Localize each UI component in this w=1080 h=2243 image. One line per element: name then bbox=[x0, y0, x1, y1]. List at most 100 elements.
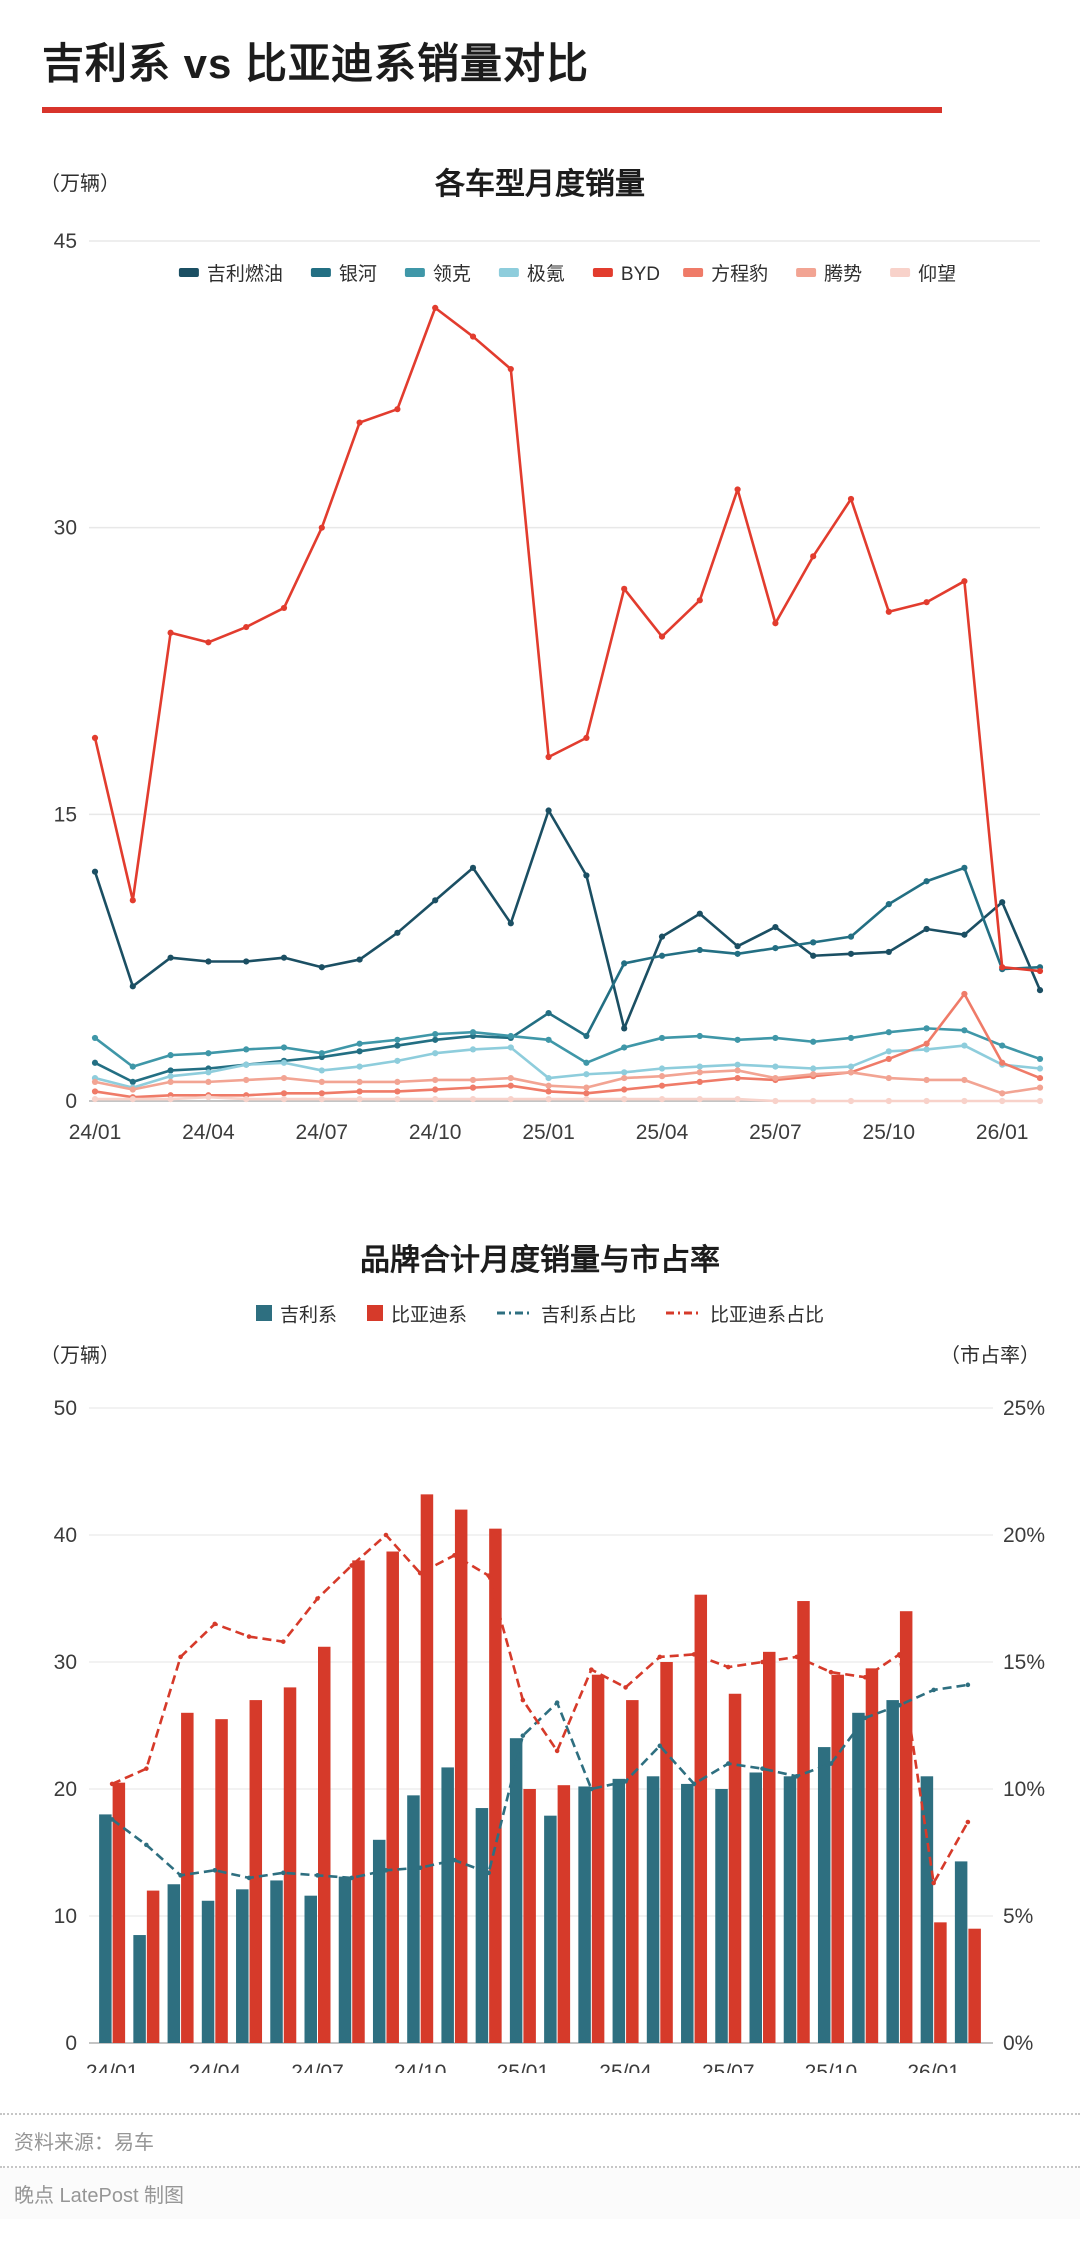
chart1-series-point bbox=[91, 734, 99, 741]
chart1-series-point bbox=[394, 1078, 401, 1085]
chart2-y-tick-label-left: 0 bbox=[65, 2032, 77, 2055]
chart2-bar-1 bbox=[146, 1890, 160, 2043]
chart1-series-point bbox=[432, 1036, 439, 1043]
chart1-series-point bbox=[318, 1095, 325, 1103]
footer-divider-bottom bbox=[0, 2166, 1080, 2168]
chart1-series-point bbox=[621, 1074, 628, 1082]
chart2-share-point bbox=[178, 1654, 183, 1660]
chart1-series-point bbox=[696, 1095, 703, 1103]
chart1-series-point bbox=[621, 1086, 628, 1093]
chart1-series-point bbox=[432, 1086, 439, 1093]
chart1-series-point bbox=[583, 1059, 590, 1066]
chart1-series-point bbox=[356, 956, 363, 963]
chart1-series-point bbox=[696, 946, 703, 954]
chart2-share-point bbox=[417, 1570, 423, 1576]
chart1-series-point bbox=[734, 1067, 741, 1074]
chart2-share-point bbox=[623, 1779, 628, 1784]
chart1-x-tick-label: 26/01 bbox=[976, 1121, 1029, 1144]
chart1-series-point bbox=[545, 807, 552, 814]
chart1-series-point bbox=[847, 950, 855, 957]
chart1-series-point bbox=[621, 1069, 628, 1076]
chart1-x-tick-label: 24/10 bbox=[409, 1121, 462, 1144]
chart1-series-point bbox=[583, 734, 590, 741]
chart1-series-point bbox=[847, 1034, 855, 1042]
chart1-series-point bbox=[394, 406, 401, 413]
chart1-legend-swatch bbox=[178, 268, 199, 277]
chart1-series-point bbox=[1036, 967, 1044, 975]
chart2-x-tick-label: 25/10 bbox=[805, 2061, 858, 2073]
chart1-series-point bbox=[129, 1063, 136, 1070]
chart2-bar-1 bbox=[557, 1785, 571, 2043]
chart2-legend-item-line-1: 比亚迪系占比 bbox=[666, 1300, 824, 1327]
chart1-series-point bbox=[545, 1009, 552, 1017]
chart2-legend-item-bar-1-label: 比亚迪系 bbox=[390, 1304, 467, 1326]
chart1-series-point bbox=[999, 1042, 1006, 1049]
chart1-series-point bbox=[91, 1059, 99, 1066]
chart1-series-point bbox=[885, 1048, 892, 1055]
chart1-series-point bbox=[696, 910, 703, 917]
chart2-bar-0 bbox=[715, 1789, 728, 2043]
chart1-series-point bbox=[205, 1094, 212, 1101]
chart2-y-tick-label-right: 25% bbox=[1003, 1397, 1045, 1420]
chart1-series-point bbox=[583, 1071, 590, 1078]
chart1-series-point bbox=[243, 958, 250, 965]
chart2-share-point bbox=[246, 1875, 252, 1881]
chart1-series-point bbox=[129, 1086, 136, 1093]
chart1-section: （万辆） 各车型月度销量 0 15 30 45 24/01 24/04 24/07 24/10… bbox=[0, 159, 1080, 1161]
chart1-legend-label: 银河 bbox=[339, 263, 377, 285]
chart2-x-tick-label: 24/07 bbox=[291, 2061, 344, 2073]
chart2-x-tick-label: 26/01 bbox=[907, 2061, 960, 2073]
chart1-series-point bbox=[91, 1034, 99, 1042]
chart1-series-point bbox=[885, 608, 892, 615]
chart2-share-point bbox=[657, 1743, 663, 1749]
chart2-bar-0 bbox=[783, 1776, 797, 2043]
chart1-series-point bbox=[545, 1082, 552, 1089]
chart1-series-point bbox=[810, 952, 817, 959]
page-title: 吉利系 vs 比亚迪系销量对比 bbox=[42, 40, 590, 87]
chart1-series-point bbox=[205, 1069, 212, 1076]
chart2-bar-1 bbox=[763, 1651, 776, 2043]
chart1-series-point bbox=[847, 933, 855, 940]
chart1-legend-swatch bbox=[498, 268, 519, 277]
chart2-title: 品牌合计月度销量与市占率 bbox=[360, 1244, 720, 1277]
chart1-series-point bbox=[356, 1063, 363, 1070]
chart1-series-point bbox=[923, 878, 930, 885]
chart2-y-tick-label-left: 10 bbox=[54, 1905, 77, 1928]
chart2-share-point bbox=[212, 1621, 218, 1627]
chart2-legend-item-line-1-label: 比亚迪系占比 bbox=[710, 1304, 825, 1326]
chart1-series-point bbox=[280, 1095, 288, 1103]
chart1-series-point bbox=[658, 1095, 666, 1103]
chart1-series-point bbox=[772, 620, 779, 627]
chart1-series-point bbox=[734, 950, 741, 957]
chart1-x-tick-label: 24/01 bbox=[69, 1121, 122, 1144]
chart2-bar-1 bbox=[660, 1662, 673, 2043]
chart1-series-line-7 bbox=[93, 1095, 1042, 1103]
chart1-series-point bbox=[923, 1046, 930, 1053]
chart1-series-line-2 bbox=[93, 1027, 1042, 1068]
chart2-y-tick-label-left: 20 bbox=[54, 1778, 77, 1801]
chart1-series-point bbox=[772, 923, 779, 931]
chart2-share-point bbox=[897, 1702, 902, 1708]
chart1-series-point bbox=[583, 1032, 590, 1040]
chart1-series-point bbox=[356, 1088, 363, 1095]
chart2-share-line-0 bbox=[111, 1683, 969, 1880]
chart1-line-chart: 0 15 30 45 24/01 24/04 24/07 24/10 25/01 25/04 25/… bbox=[54, 230, 1044, 1144]
chart1-series-point bbox=[394, 1057, 401, 1064]
chart1-series-point bbox=[280, 1059, 288, 1066]
chart1-series-point bbox=[394, 1088, 401, 1095]
chart1-series-point bbox=[961, 1027, 968, 1034]
chart1-series-point bbox=[621, 960, 628, 967]
chart1-series-point bbox=[847, 1063, 855, 1070]
chart2-x-tick-label: 24/01 bbox=[86, 2061, 139, 2073]
chart2-bar-0 bbox=[578, 1786, 591, 2043]
chart1-series-point bbox=[243, 1061, 250, 1068]
chart2-y-tick-label-right: 15% bbox=[1003, 1651, 1045, 1674]
chart2-bar-0 bbox=[852, 1712, 865, 2043]
chart1-series-point bbox=[507, 1095, 514, 1103]
chart1-series-point bbox=[507, 1044, 514, 1051]
chart2-header: 品牌合计月度销量与市占率 bbox=[0, 1235, 1080, 1279]
chart1-series-point bbox=[394, 929, 401, 936]
chart1-series-point bbox=[772, 945, 779, 952]
chart1-series-point bbox=[545, 1036, 552, 1043]
chart1-series-point bbox=[810, 939, 817, 946]
